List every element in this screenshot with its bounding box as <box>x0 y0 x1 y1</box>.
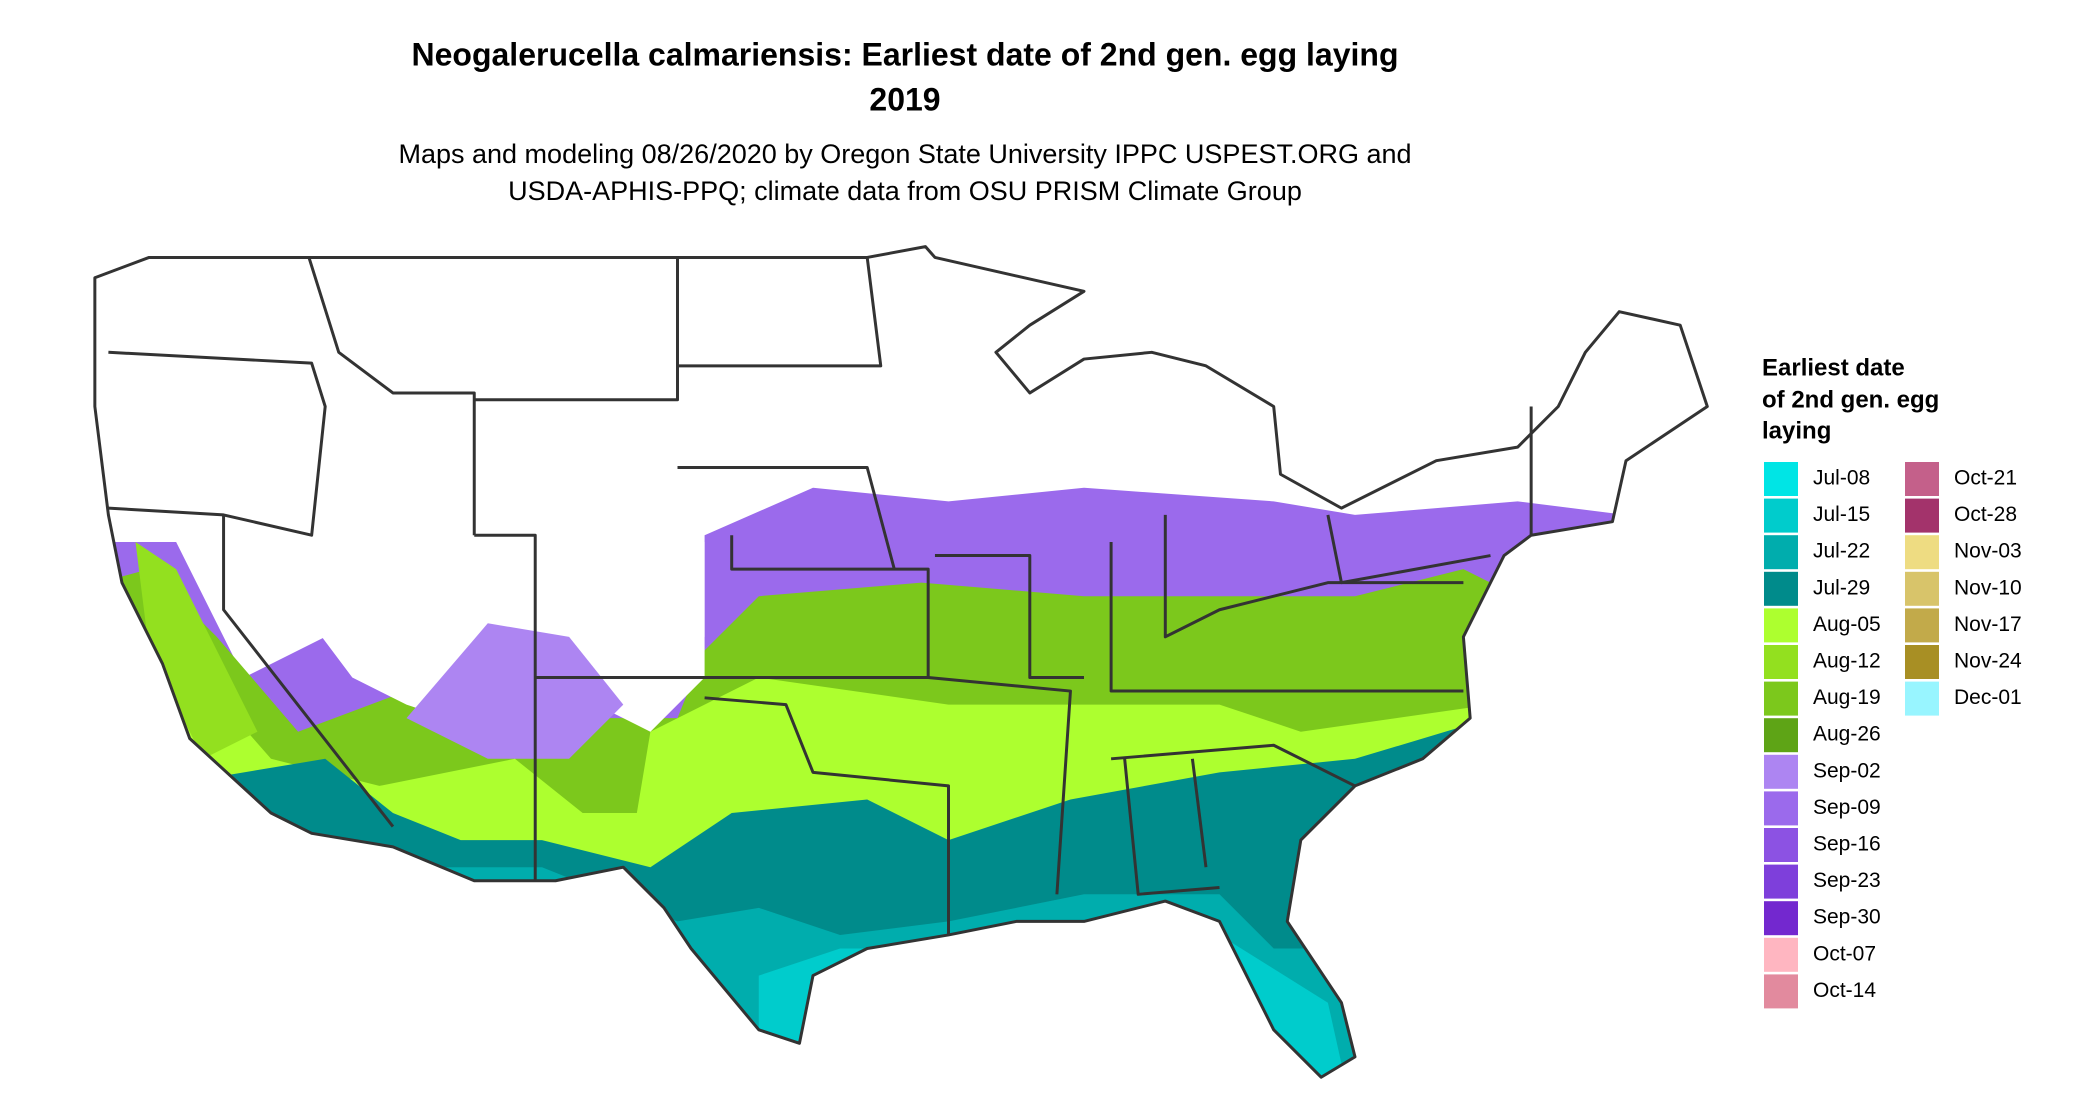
legend-label: Aug-12 <box>1813 650 1881 673</box>
legend-label: Nov-24 <box>1954 650 2022 673</box>
legend-label: Jul-29 <box>1813 576 1870 599</box>
legend-swatch <box>1764 462 1798 496</box>
legend-label: Aug-19 <box>1813 686 1881 709</box>
legend-swatch <box>1764 791 1798 826</box>
legend-swatch <box>1764 864 1798 899</box>
legend-swatch <box>1764 754 1798 789</box>
legend-label: Sep-30 <box>1813 906 1881 929</box>
legend-swatch <box>1764 645 1798 679</box>
legend-label: Sep-02 <box>1813 759 1881 782</box>
subtitle: USDA-APHIS-PPQ; climate data from OSU PR… <box>508 176 1302 206</box>
legend-label: Oct-07 <box>1813 942 1876 965</box>
legend: Jul-08 Jul-15 Jul-22 Jul-29 Aug-05 Aug-12 Aug-… <box>1764 462 2022 1009</box>
legend-label: Aug-05 <box>1813 613 1881 636</box>
legend-title: laying <box>1762 417 1831 444</box>
legend-label: Dec-01 <box>1954 686 2022 709</box>
legend-swatch <box>1905 462 1939 496</box>
legend-swatch <box>1764 901 1798 936</box>
legend-label: Sep-23 <box>1813 869 1881 892</box>
legend-swatch <box>1764 718 1798 753</box>
legend-swatch <box>1764 535 1798 570</box>
legend-label: Nov-03 <box>1954 540 2022 563</box>
legend-swatch <box>1905 535 1939 570</box>
legend-label: Jul-22 <box>1813 540 1870 563</box>
legend-label: Oct-14 <box>1813 979 1876 1002</box>
subtitle: Maps and modeling 08/26/2020 by Oregon S… <box>398 139 1411 169</box>
legend-swatch <box>1905 608 1939 643</box>
legend-swatch <box>1764 571 1798 606</box>
legend-label: Sep-09 <box>1813 796 1881 819</box>
legend-swatch <box>1905 498 1939 533</box>
legend-swatch <box>1905 571 1939 606</box>
title-year: 2019 <box>869 81 940 117</box>
legend-swatch <box>1764 828 1798 862</box>
legend-label: Aug-26 <box>1813 723 1881 746</box>
legend-title: Earliest date <box>1762 354 1905 381</box>
legend-label: Jul-08 <box>1813 467 1870 490</box>
legend-swatch <box>1905 645 1939 679</box>
legend-label: Nov-10 <box>1954 576 2022 599</box>
title: Neogalerucella calmariensis: Earliest da… <box>412 36 1399 72</box>
legend-swatch <box>1764 681 1798 716</box>
legend-label: Sep-16 <box>1813 833 1881 856</box>
legend-label: Oct-28 <box>1954 503 2017 526</box>
legend-swatch <box>1764 608 1798 643</box>
legend-label: Nov-17 <box>1954 613 2022 636</box>
legend-swatch <box>1764 498 1798 533</box>
legend-label: Jul-15 <box>1813 503 1870 526</box>
legend-swatch <box>1905 681 1939 716</box>
legend-swatch <box>1764 937 1798 972</box>
legend-title: of 2nd gen. egg <box>1762 386 1939 413</box>
legend-label: Oct-21 <box>1954 467 2017 490</box>
state-borders <box>93 245 1709 1079</box>
legend-swatch <box>1764 974 1798 1009</box>
